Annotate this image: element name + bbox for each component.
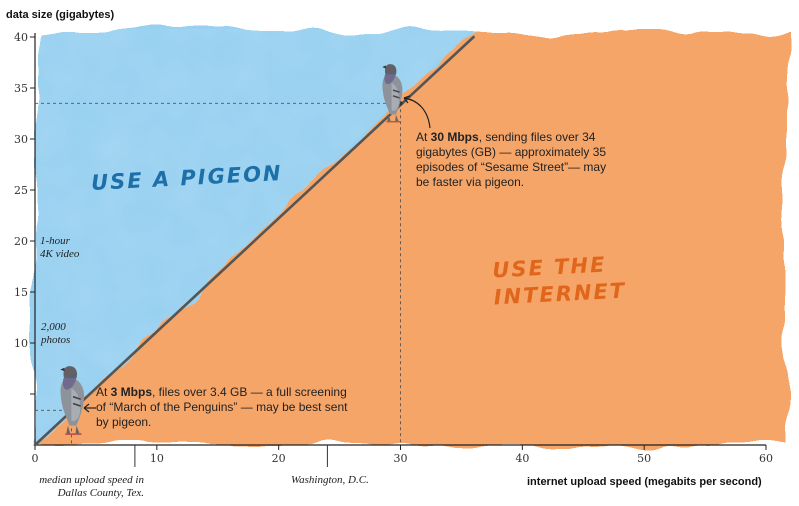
y-marker-photos: 2,000 photos (41, 321, 70, 347)
y-axis-title: data size (gigabytes) (6, 9, 115, 21)
pigeon-icon (60, 366, 85, 435)
x-axis-title: internet upload speed (megabits per seco… (527, 476, 762, 488)
y-tick-label: 35 (14, 82, 28, 95)
y-tick-label: 15 (14, 286, 28, 299)
internet-region-label: USE THE INTERNET (492, 251, 627, 312)
x-tick-label: 10 (150, 452, 164, 465)
y-tick-label: 25 (14, 184, 28, 197)
x-marker-line: median upload speed in (39, 474, 144, 486)
x-tick-label: 40 (515, 452, 529, 465)
y-tick-label: 10 (14, 337, 28, 350)
internet-region (35, 29, 788, 445)
y-marker-line: 1-hour (40, 235, 70, 247)
x-marker-dallas: median upload speed in Dallas County, Te… (14, 474, 144, 500)
y-marker-line: photos (41, 334, 71, 346)
x-tick-label: 60 (759, 452, 773, 465)
pigeon-icon (382, 64, 403, 123)
x-tick-label: 50 (637, 452, 651, 465)
arrow-head-3mbps (83, 403, 90, 413)
x-tick-label: 30 (394, 452, 408, 465)
y-tick-label: 30 (14, 133, 28, 146)
x-tick-label: 20 (272, 452, 286, 465)
x-marker-washington: Washington, D.C. (291, 474, 369, 486)
y-tick-label: 20 (14, 235, 28, 248)
y-marker-line: 4K video (40, 248, 80, 260)
x-tick-label: 0 (32, 452, 39, 465)
y-marker-4k-video: 1-hour 4K video (40, 235, 79, 261)
y-tick-label: 40 (14, 31, 28, 44)
y-marker-line: 2,000 (41, 321, 66, 333)
arrow-30mbps (403, 97, 431, 129)
annotation-30mbps: At 30 Mbps, sending files over 34 gigaby… (416, 130, 607, 189)
x-marker-line: Dallas County, Tex. (57, 487, 144, 499)
annotation-3mbps: At 3 Mbps, files over 3.4 GB — a full sc… (96, 385, 348, 429)
arrow-head-30mbps (403, 95, 411, 104)
